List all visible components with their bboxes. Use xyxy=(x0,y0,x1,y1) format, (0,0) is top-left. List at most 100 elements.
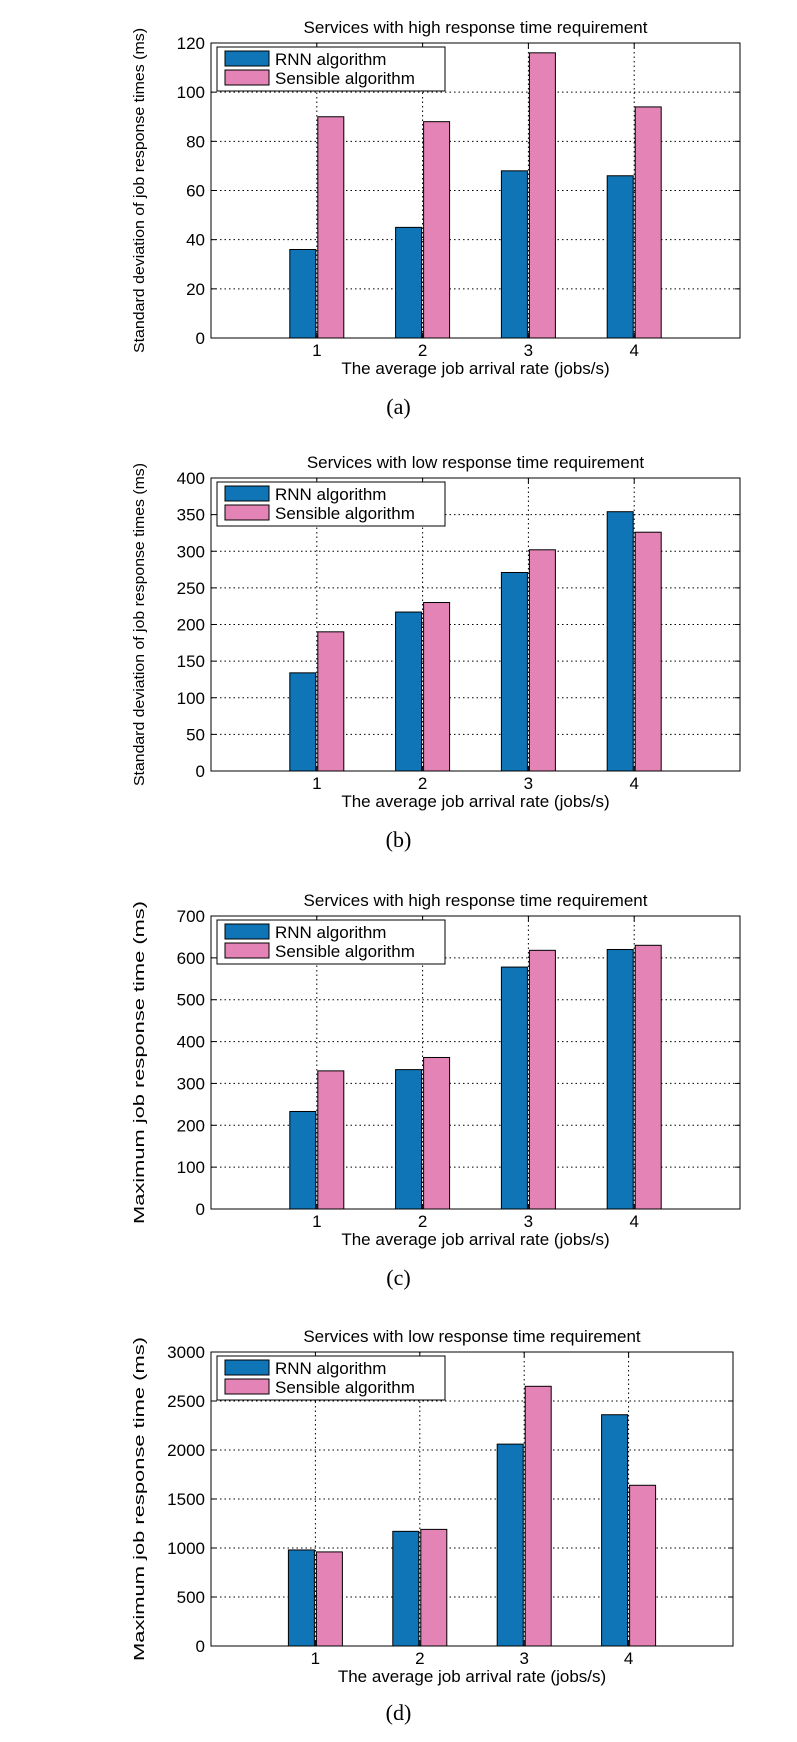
caption-d: (d) xyxy=(385,1700,412,1725)
bar-rnn-4 xyxy=(606,511,634,772)
y-tick-label: 0 xyxy=(196,762,205,781)
legend-label-rnn: RNN algorithm xyxy=(275,1359,386,1378)
y-axis-label: Maximum job response time (ms) xyxy=(131,1337,148,1661)
chart-title: Services with high response time require… xyxy=(304,891,648,910)
legend-label-sensible: Sensible algorithm xyxy=(275,942,415,961)
legend-swatch-sensible xyxy=(224,1378,270,1395)
caption-b: (b) xyxy=(385,827,412,852)
bar-rnn-1 xyxy=(289,249,317,339)
legend-swatch-rnn xyxy=(224,1359,270,1376)
bar-rnn-1 xyxy=(289,672,317,772)
chart-b: Services with low response time requirem… xyxy=(131,453,741,811)
y-tick-label: 400 xyxy=(177,469,205,488)
y-tick-label: 0 xyxy=(196,329,205,348)
y-tick-label: 600 xyxy=(177,949,205,968)
legend-swatch-rnn xyxy=(224,485,270,502)
bar-rnn-2 xyxy=(392,1530,420,1647)
y-tick-label: 1500 xyxy=(167,1490,205,1509)
x-axis-label: The average job arrival rate (jobs/s) xyxy=(341,792,609,811)
plot-frame xyxy=(210,915,741,1210)
y-tick-label: 80 xyxy=(186,132,205,151)
y-tick-label: 40 xyxy=(186,231,205,250)
x-tick-label: 4 xyxy=(629,774,638,793)
x-tick-label: 1 xyxy=(312,341,321,360)
chart-panel-c: Services with high response time require… xyxy=(0,872,797,1308)
y-tick-label: 50 xyxy=(186,725,205,744)
chart-panel-b: Services with low response time requirem… xyxy=(0,436,797,872)
y-axis-label: Standard deviation of job response times… xyxy=(131,28,148,353)
bar-rnn-3 xyxy=(500,571,528,772)
caption-c: (c) xyxy=(386,1265,411,1290)
y-axis-label: Maximum job response time (ms) xyxy=(131,901,148,1224)
y-tick-label: 100 xyxy=(177,83,205,102)
chart-title: Services with low response time requirem… xyxy=(307,453,645,472)
bar-sensible-4 xyxy=(634,531,662,772)
legend-label-sensible: Sensible algorithm xyxy=(275,504,415,523)
bar-sensible-2 xyxy=(423,121,451,339)
x-tick-label: 4 xyxy=(629,341,638,360)
y-tick-label: 60 xyxy=(186,182,205,201)
y-tick-label: 400 xyxy=(177,1033,205,1052)
bar-rnn-3 xyxy=(500,966,528,1210)
y-tick-label: 100 xyxy=(177,689,205,708)
bar-rnn-4 xyxy=(606,948,634,1210)
legend-swatch-sensible xyxy=(224,69,270,86)
legend-label-rnn: RNN algorithm xyxy=(275,923,386,942)
y-tick-label: 20 xyxy=(186,280,205,299)
y-tick-label: 1000 xyxy=(167,1539,205,1558)
y-tick-label: 3000 xyxy=(167,1343,205,1362)
y-tick-label: 200 xyxy=(177,616,205,635)
chart-title: Services with high response time require… xyxy=(304,18,648,37)
y-axis-label: Standard deviation of job response times… xyxy=(131,463,148,786)
x-tick-label: 1 xyxy=(311,1649,320,1668)
bar-sensible-3 xyxy=(524,1385,552,1647)
legend-swatch-sensible xyxy=(224,942,270,959)
bar-sensible-2 xyxy=(420,1528,448,1647)
legend-label-sensible: Sensible algorithm xyxy=(275,1378,415,1397)
legend-swatch-sensible xyxy=(224,504,270,521)
y-tick-label: 300 xyxy=(177,1074,205,1093)
x-tick-label: 1 xyxy=(312,774,321,793)
chart-panel-d: Services with low response time requirem… xyxy=(0,1308,797,1742)
bar-rnn-1 xyxy=(287,1549,315,1647)
bar-sensible-3 xyxy=(528,949,556,1210)
legend-label-sensible: Sensible algorithm xyxy=(275,69,415,88)
x-tick-label: 2 xyxy=(415,1649,424,1668)
x-tick-label: 2 xyxy=(418,774,427,793)
bar-rnn-2 xyxy=(395,1069,423,1210)
x-tick-label: 3 xyxy=(524,341,533,360)
bar-rnn-3 xyxy=(496,1443,524,1647)
x-tick-label: 3 xyxy=(524,1212,533,1231)
y-tick-label: 0 xyxy=(196,1637,205,1656)
bar-sensible-1 xyxy=(317,116,345,339)
y-tick-label: 0 xyxy=(196,1200,205,1219)
bar-rnn-3 xyxy=(500,170,528,339)
bar-sensible-1 xyxy=(317,1070,345,1210)
chart-d: Services with low response time requirem… xyxy=(131,1327,734,1686)
bar-sensible-3 xyxy=(528,52,556,339)
legend-swatch-rnn xyxy=(224,50,270,67)
bar-rnn-2 xyxy=(395,226,423,339)
x-tick-label: 3 xyxy=(524,774,533,793)
bar-rnn-4 xyxy=(601,1414,629,1647)
bar-sensible-1 xyxy=(317,631,345,772)
chart-c: Services with high response time require… xyxy=(131,891,741,1249)
x-tick-label: 2 xyxy=(418,341,427,360)
y-tick-label: 200 xyxy=(177,1116,205,1135)
chart-title: Services with low response time requirem… xyxy=(303,1327,641,1346)
bar-sensible-4 xyxy=(629,1484,657,1647)
chart-panel-a: Services with high response time require… xyxy=(0,0,797,436)
legend-label-rnn: RNN algorithm xyxy=(275,485,386,504)
y-tick-label: 150 xyxy=(177,652,205,671)
x-tick-label: 4 xyxy=(624,1649,633,1668)
bar-sensible-1 xyxy=(315,1551,343,1647)
legend-label-rnn: RNN algorithm xyxy=(275,50,386,69)
bar-sensible-2 xyxy=(423,602,451,772)
x-tick-label: 1 xyxy=(312,1212,321,1231)
y-tick-label: 500 xyxy=(177,991,205,1010)
bar-rnn-2 xyxy=(395,611,423,772)
y-tick-label: 120 xyxy=(177,34,205,53)
x-tick-label: 2 xyxy=(418,1212,427,1231)
bar-sensible-2 xyxy=(423,1056,451,1210)
caption-a: (a) xyxy=(386,394,411,419)
